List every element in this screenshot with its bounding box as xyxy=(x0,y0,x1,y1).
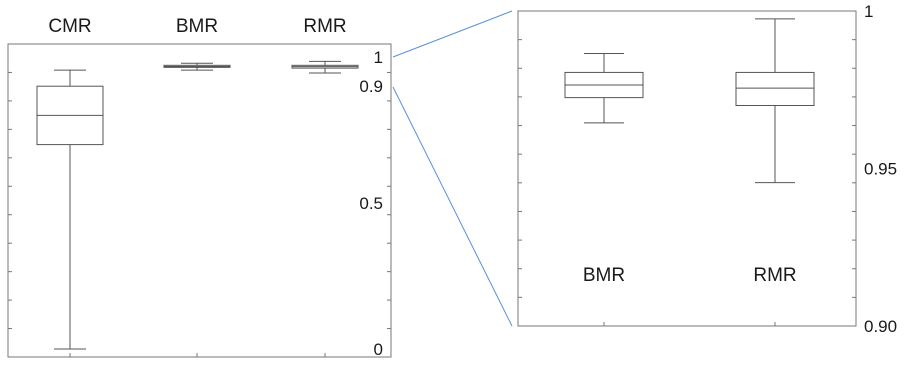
main-y-tick-labels: 1 0.9 0.5 0 xyxy=(359,48,383,359)
main-category-label-rmr: RMR xyxy=(303,16,346,37)
main-category-label-cmr: CMR xyxy=(48,16,91,37)
main-y-tick-label: 0.5 xyxy=(359,194,383,213)
zoom-category-label-bmr: BMR xyxy=(583,265,625,286)
zoom-y-tick-labels: 1 0.95 0.90 xyxy=(864,2,897,336)
zoom-y-tick-label: 0.90 xyxy=(864,317,897,336)
zoom-boxplot-panel: BMR RMR 1 0.95 0.90 xyxy=(517,2,897,336)
main-cmr-boxplot xyxy=(36,69,104,350)
zoom-boxes xyxy=(564,18,815,184)
main-y-tick-label: 1 xyxy=(374,48,383,67)
main-category-labels: CMR BMR RMR xyxy=(48,16,346,37)
zoom-category-labels: BMR RMR xyxy=(583,265,797,286)
zoom-connector xyxy=(392,10,513,327)
main-bmr-boxplot xyxy=(163,62,231,71)
zoom-connector-top xyxy=(392,10,513,58)
main-boxes xyxy=(36,60,359,350)
zoom-rmr-iqr-box xyxy=(735,71,815,107)
zoom-y-tick-label: 1 xyxy=(864,2,873,21)
main-rmr-boxplot xyxy=(291,60,359,74)
zoom-plot-frame xyxy=(517,10,857,327)
main-y-tick-label: 0.9 xyxy=(359,77,383,96)
main-y-tick-label: 0 xyxy=(374,340,383,359)
main-boxplot-panel: CMR BMR RMR 1 0.9 0.5 0 xyxy=(7,16,392,359)
zoom-minor-ticks xyxy=(518,39,856,326)
zoom-y-tick-label: 0.95 xyxy=(864,160,897,179)
zoom-category-label-rmr: RMR xyxy=(753,265,796,286)
zoom-rmr-boxplot xyxy=(735,18,815,184)
main-plot-frame xyxy=(7,43,392,358)
zoom-bmr-boxplot xyxy=(564,53,644,124)
main-category-label-bmr: BMR xyxy=(176,16,218,37)
zoom-connector-bottom xyxy=(392,86,513,327)
main-minor-ticks xyxy=(8,71,391,357)
